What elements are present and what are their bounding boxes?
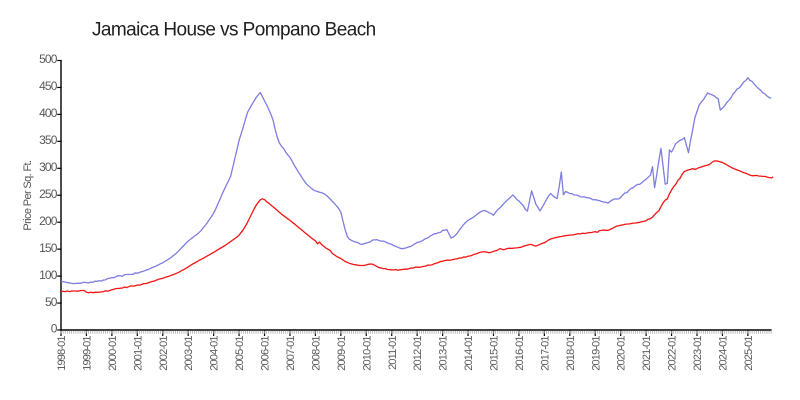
svg-text:500: 500 — [39, 52, 58, 66]
svg-text:2007-01: 2007-01 — [285, 336, 297, 371]
svg-text:2004-01: 2004-01 — [209, 336, 221, 371]
svg-text:2023-01: 2023-01 — [692, 336, 704, 371]
svg-text:2016-01: 2016-01 — [514, 336, 526, 371]
svg-text:2020-01: 2020-01 — [616, 336, 628, 371]
svg-text:100: 100 — [39, 268, 58, 282]
svg-text:2000-01: 2000-01 — [107, 336, 119, 371]
svg-text:2018-01: 2018-01 — [565, 336, 577, 371]
svg-text:2012-01: 2012-01 — [412, 336, 424, 371]
svg-text:50: 50 — [45, 295, 58, 309]
svg-text:2009-01: 2009-01 — [336, 336, 348, 371]
svg-text:2003-01: 2003-01 — [183, 336, 195, 371]
svg-text:200: 200 — [39, 214, 58, 228]
svg-text:Price Per Sq. Ft.: Price Per Sq. Ft. — [22, 160, 34, 231]
svg-text:450: 450 — [39, 79, 58, 93]
svg-text:400: 400 — [39, 106, 58, 120]
svg-text:2022-01: 2022-01 — [667, 336, 679, 371]
svg-text:2006-01: 2006-01 — [260, 336, 272, 371]
svg-text:2002-01: 2002-01 — [158, 336, 170, 371]
svg-text:2010-01: 2010-01 — [361, 336, 373, 371]
svg-text:2005-01: 2005-01 — [234, 336, 246, 371]
svg-text:150: 150 — [39, 241, 58, 255]
svg-text:Jamaica House vs Pompano Beach: Jamaica House vs Pompano Beach — [92, 20, 376, 41]
svg-text:2024-01: 2024-01 — [717, 336, 729, 371]
svg-text:2014-01: 2014-01 — [463, 336, 475, 371]
svg-text:250: 250 — [39, 187, 58, 201]
svg-text:2001-01: 2001-01 — [132, 336, 144, 371]
svg-text:2021-01: 2021-01 — [641, 336, 653, 371]
svg-text:300: 300 — [39, 160, 58, 174]
svg-text:2017-01: 2017-01 — [539, 336, 551, 371]
svg-text:1998-01: 1998-01 — [56, 336, 68, 371]
svg-text:2019-01: 2019-01 — [590, 336, 602, 371]
svg-text:2025-01: 2025-01 — [743, 336, 755, 371]
svg-text:2015-01: 2015-01 — [489, 336, 501, 371]
svg-text:1999-01: 1999-01 — [81, 336, 93, 371]
svg-text:350: 350 — [39, 133, 58, 147]
svg-text:2011-01: 2011-01 — [387, 336, 399, 370]
svg-text:0: 0 — [51, 322, 58, 336]
svg-text:2008-01: 2008-01 — [310, 336, 322, 371]
svg-text:2013-01: 2013-01 — [438, 336, 450, 371]
